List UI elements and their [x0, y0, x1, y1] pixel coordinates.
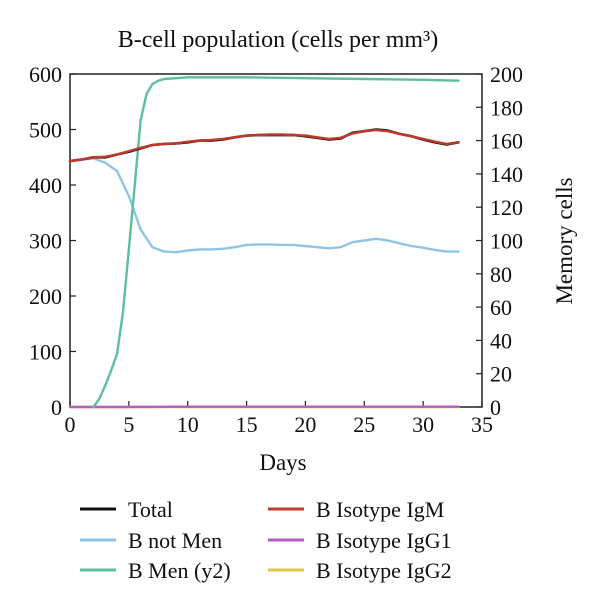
y2-tick-label-2: 40 — [490, 328, 512, 353]
y-tick-label-2: 200 — [29, 284, 62, 309]
x-tick-label-6: 30 — [412, 412, 434, 437]
series-line-b-men-y2 — [92, 76, 460, 409]
y2-tick-label-7: 140 — [490, 162, 523, 187]
x-tick-label-5: 25 — [353, 412, 375, 437]
y2-tick-label-4: 80 — [490, 262, 512, 287]
x-tick-label-1: 5 — [123, 412, 134, 437]
legend-label-b-not-men: B not Men — [128, 528, 222, 553]
y2-tick-label-9: 180 — [490, 95, 523, 120]
y2-tick-label-6: 120 — [490, 195, 523, 220]
legend-label-b-isotype-igg2: B Isotype IgG2 — [316, 558, 452, 583]
legend-label-b-men-y2: B Men (y2) — [128, 558, 231, 583]
legend-label-b-isotype-igg1: B Isotype IgG1 — [316, 528, 452, 553]
legend-label-total: Total — [128, 497, 173, 522]
y-tick-label-6: 600 — [29, 62, 62, 87]
series-line-b-not-men — [68, 157, 460, 254]
y-tick-label-3: 300 — [29, 229, 62, 254]
y-tick-label-5: 500 — [29, 118, 62, 143]
legend: Total B not Men B Men (y2) B Isotype IgM B I… — [80, 497, 452, 583]
y-tick-label-1: 100 — [29, 340, 62, 365]
x-tick-label-7: 35 — [471, 412, 493, 437]
x-tick-label-0: 0 — [65, 412, 76, 437]
y-tick-label-0: 0 — [51, 395, 62, 420]
plot-frame — [69, 73, 483, 408]
y2-tick-label-1: 20 — [490, 362, 512, 387]
y-tick-label-4: 400 — [29, 173, 62, 198]
x-tick-label-4: 20 — [294, 412, 316, 437]
y2-tick-label-8: 160 — [490, 129, 523, 154]
chart-title: B-cell population (cells per mm³) — [118, 27, 438, 53]
x-tick-label-2: 10 — [177, 412, 199, 437]
y2-tick-label-5: 100 — [490, 229, 523, 254]
x-axis-label: Days — [259, 450, 306, 475]
x-tick-label-3: 15 — [236, 412, 258, 437]
y2-tick-label-3: 60 — [490, 295, 512, 320]
series-line-b-isotype-igm — [68, 128, 460, 163]
y2-tick-label-0: 0 — [490, 395, 501, 420]
legend-label-b-isotype-igm: B Isotype IgM — [316, 497, 444, 522]
y2-tick-label-10: 200 — [490, 62, 523, 87]
plot-area: 0 5 10 15 20 25 30 3501002003004005006000204060… — [29, 62, 523, 437]
y2-axis-label: Memory cells — [552, 177, 577, 304]
